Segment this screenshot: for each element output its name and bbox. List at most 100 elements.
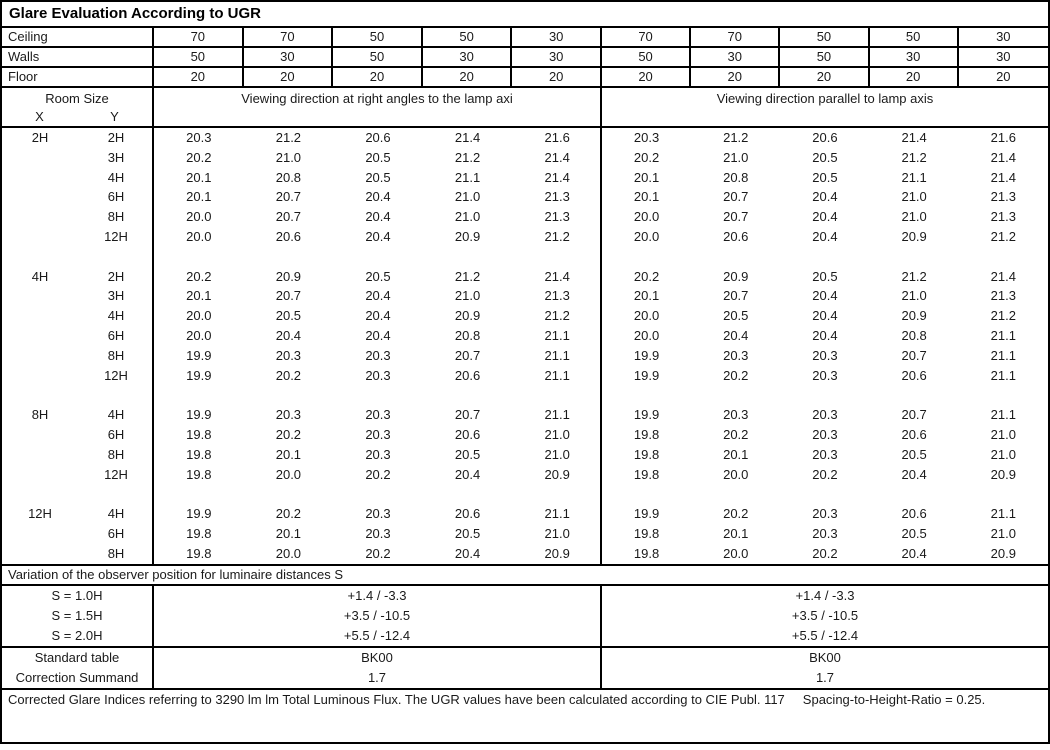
ugr-value-right-angle: 21.2 xyxy=(454,268,481,284)
ugr-value-right-angle: 20.7 xyxy=(454,347,481,363)
surface-value: 50 xyxy=(154,48,244,66)
ugr-value-parallel: 20.4 xyxy=(812,209,838,225)
footer-text: Corrected Glare Indices referring to 329… xyxy=(8,691,785,707)
surface-label: Ceiling xyxy=(2,28,154,46)
ugr-value-parallel: 20.4 xyxy=(901,545,927,561)
ugr-value-parallel: 20.8 xyxy=(901,327,927,343)
ugr-value-parallel: 20.2 xyxy=(723,426,749,442)
ugr-value-right-angle: 21.2 xyxy=(544,308,570,324)
ugr-value-right-angle: 20.9 xyxy=(544,466,570,482)
ugr-value-parallel: 20.3 xyxy=(812,525,838,541)
group-gap-row xyxy=(2,385,1048,405)
ugr-value-right-angle: 20.0 xyxy=(275,545,302,561)
ugr-value-right-angle: 21.1 xyxy=(454,169,481,185)
ugr-value-right-angle: 19.9 xyxy=(186,347,212,363)
room-size-x: 2H xyxy=(31,130,49,145)
ugr-value-parallel: 20.3 xyxy=(812,347,838,363)
ugr-value-parallel: 20.0 xyxy=(633,327,660,343)
ugr-row: 2H 2H 20.3 21.2 20.6 21.4 21.6 20.3 21.2 20.6 21.4… xyxy=(2,128,1048,148)
ugr-value-right-angle: 19.9 xyxy=(186,506,212,522)
room-size-y: 8H xyxy=(107,347,125,363)
ugr-value-parallel: 20.5 xyxy=(812,268,838,284)
room-size-x xyxy=(2,544,78,564)
ugr-value-parallel: 21.2 xyxy=(901,268,927,284)
ugr-value-right-angle: 20.4 xyxy=(454,466,481,482)
table-title: Glare Evaluation According to UGR xyxy=(2,2,1048,28)
surface-value: 30 xyxy=(512,28,602,46)
summary-row: Correction Summand 1.7 1.7 xyxy=(2,667,1048,688)
room-size-x xyxy=(2,187,78,207)
ugr-row: 12H 19.9 20.2 20.3 20.6 21.1 19.9 20.2 20.3 20.6 2… xyxy=(2,366,1048,386)
room-size-y: 2H xyxy=(107,268,125,284)
ugr-value-parallel: 21.1 xyxy=(990,506,1016,522)
ugr-value-right-angle: 21.0 xyxy=(275,149,302,165)
surface-row: Ceiling 70 70 50 50 30 70 70 50 50 30 xyxy=(2,28,1048,48)
room-size-x xyxy=(2,326,78,346)
ugr-value-parallel: 20.3 xyxy=(723,347,749,363)
ugr-value-parallel: 20.9 xyxy=(901,228,927,244)
room-size-x xyxy=(2,524,78,544)
ugr-value-right-angle: 20.3 xyxy=(186,130,212,145)
ugr-value-right-angle: 21.6 xyxy=(544,130,570,145)
ugr-value-parallel: 20.3 xyxy=(812,446,838,462)
ugr-row: 4H 20.0 20.5 20.4 20.9 21.2 20.0 20.5 20.4 20.9 21… xyxy=(2,306,1048,326)
ugr-row: 6H 20.0 20.4 20.4 20.8 21.1 20.0 20.4 20.4 20.8 21… xyxy=(2,326,1048,346)
ugr-value-parallel: 21.3 xyxy=(990,189,1016,205)
variation-heading: Variation of the observer position for l… xyxy=(2,563,1048,586)
ugr-value-parallel: 19.9 xyxy=(633,347,660,363)
ugr-value-right-angle: 20.5 xyxy=(454,525,481,541)
ugr-value-right-angle: 21.2 xyxy=(275,130,302,145)
ugr-value-right-angle: 20.3 xyxy=(365,367,391,383)
ugr-value-right-angle: 21.0 xyxy=(454,288,481,304)
surface-value: 50 xyxy=(333,28,423,46)
ugr-value-right-angle: 20.7 xyxy=(454,407,481,423)
group-gap-row xyxy=(2,247,1048,267)
ugr-value-right-angle: 19.9 xyxy=(186,407,212,423)
surface-value: 20 xyxy=(780,68,870,86)
surface-label: Floor xyxy=(2,68,154,86)
surface-value: 50 xyxy=(423,28,513,46)
room-size-y: 2H xyxy=(107,130,125,145)
ugr-value-right-angle: 20.2 xyxy=(365,545,391,561)
ugr-value-right-angle: 20.1 xyxy=(275,446,302,462)
ugr-value-right-angle: 20.8 xyxy=(454,327,481,343)
room-size-x xyxy=(2,465,78,485)
ugr-value-right-angle: 20.3 xyxy=(275,347,302,363)
ugr-value-right-angle: 20.3 xyxy=(365,426,391,442)
ugr-value-right-angle: 20.4 xyxy=(365,209,391,225)
ugr-value-parallel: 20.1 xyxy=(723,525,749,541)
ugr-value-right-angle: 21.4 xyxy=(544,169,570,185)
ugr-value-parallel: 20.0 xyxy=(723,466,749,482)
ugr-value-right-angle: 20.3 xyxy=(365,446,391,462)
ugr-value-right-angle: 20.4 xyxy=(365,228,391,244)
room-size-x: 4H xyxy=(31,268,49,284)
ugr-row: 8H 19.9 20.3 20.3 20.7 21.1 19.9 20.3 20.3 20.7 21… xyxy=(2,346,1048,366)
ugr-value-parallel: 21.4 xyxy=(990,169,1016,185)
ugr-value-parallel: 21.0 xyxy=(990,426,1016,442)
room-size-y: 8H xyxy=(107,446,125,462)
room-size-x xyxy=(2,445,78,465)
ugr-value-right-angle: 20.0 xyxy=(186,327,212,343)
room-size-y: 12H xyxy=(104,367,128,383)
column-header-band: Room Size X Y Viewing direction at right… xyxy=(2,88,1048,128)
surface-value: 30 xyxy=(512,48,602,66)
ugr-value-right-angle: 21.4 xyxy=(544,268,570,284)
ugr-value-parallel: 20.6 xyxy=(901,506,927,522)
ugr-value-right-angle: 21.0 xyxy=(544,426,570,442)
room-size-label: Room Size xyxy=(45,91,109,106)
room-size-y: 4H xyxy=(107,169,125,185)
summary-row-label: Correction Summand xyxy=(2,667,154,688)
ugr-value-right-angle: 20.1 xyxy=(186,288,212,304)
room-size-y: 6H xyxy=(107,189,125,205)
ugr-value-right-angle: 20.3 xyxy=(365,525,391,541)
surface-value: 20 xyxy=(244,68,334,86)
ugr-value-parallel: 21.0 xyxy=(723,149,749,165)
ugr-value-parallel: 20.4 xyxy=(812,189,838,205)
ugr-value-right-angle: 19.9 xyxy=(186,367,212,383)
ugr-value-right-angle: 20.2 xyxy=(275,367,302,383)
ugr-value-parallel: 21.1 xyxy=(990,407,1016,423)
ugr-value-parallel: 21.2 xyxy=(990,308,1016,324)
room-size-y: 12H xyxy=(104,228,128,244)
ugr-value-parallel: 20.2 xyxy=(633,149,660,165)
ugr-value-right-angle: 20.7 xyxy=(275,209,302,225)
